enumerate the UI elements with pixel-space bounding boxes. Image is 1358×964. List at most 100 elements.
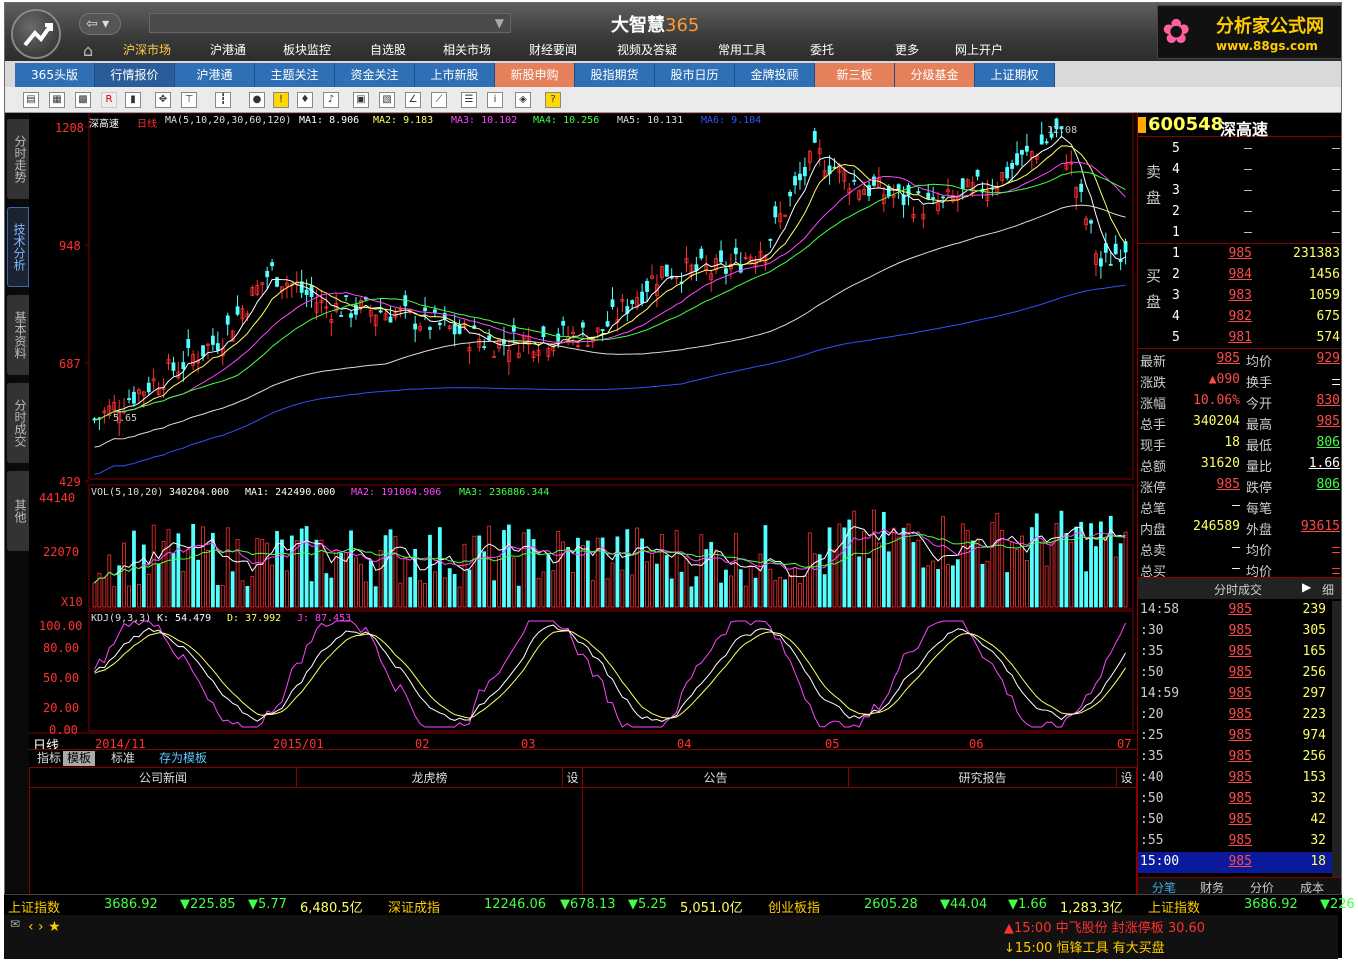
menu-more[interactable]: 更多 (895, 43, 920, 57)
tab-hgt[interactable]: 沪港通 (175, 63, 255, 87)
ticks-expand-icon[interactable]: ▶ (1302, 580, 1312, 594)
tab-price-dist[interactable]: 分价 (1249, 881, 1274, 895)
photo-icon[interactable]: ▧ (379, 92, 395, 108)
candle-body (793, 176, 797, 186)
kline-chart[interactable]: 深高速 日线 MA(5,10,20,30,60,120) MA1: 8.906 … (29, 113, 1137, 754)
app-logo-icon[interactable] (11, 9, 61, 59)
tab-save-template[interactable]: 存为模板 (159, 751, 208, 765)
stat-value: 93615 (1300, 519, 1340, 534)
ruler-icon[interactable]: ⊤ (181, 92, 197, 108)
menu-weituo[interactable]: 委托 (810, 43, 835, 57)
index-ticker[interactable]: 上证指数 3686.92 ▼225.85 ▼5.77 6,480.5亿 深证成指 12246… (4, 895, 1355, 916)
back-forward-buttons[interactable]: ⇦ ▾ (79, 13, 121, 35)
tab-ipo[interactable]: 新股申购 (495, 63, 575, 87)
dragon-tiger-header[interactable]: 龙虎榜 (296, 768, 562, 788)
vtab-technical[interactable]: 技术分析 (7, 207, 29, 287)
candle-body (778, 213, 783, 223)
candle-body (1059, 126, 1064, 130)
volume-bar (363, 581, 368, 608)
alert-2[interactable]: ↓15:00 恒锋工具 有大买盘 (1004, 941, 1165, 956)
volume-bar (186, 549, 191, 608)
volume-bar (783, 579, 788, 608)
switch-icon[interactable]: ● (249, 92, 265, 108)
indicator-tabs: 指标 模板 标准 存为模板 (29, 749, 1137, 766)
alert-1[interactable]: ▲15:00 中飞股份 封涨停板 30.60 (1004, 921, 1206, 936)
candle-body (664, 264, 669, 277)
date-tick-5: 04 (677, 737, 692, 751)
vtab-ticks[interactable]: 分时成交 (7, 383, 29, 463)
vtab-other[interactable]: 其他 (7, 471, 29, 551)
volume: 1059 (1308, 288, 1340, 303)
volume: 675 (1316, 309, 1340, 324)
candle-body (709, 273, 714, 280)
menu-kaihu[interactable]: 网上开户 (955, 43, 1004, 57)
settings-left-button[interactable]: 设 (562, 768, 582, 788)
candle-icon[interactable]: ▮ (125, 92, 141, 108)
volume-bar (630, 574, 635, 608)
tab-advisor[interactable]: 金牌投顾 (735, 63, 815, 87)
tab-newlist[interactable]: 上市新股 (415, 63, 495, 87)
tab-ticks[interactable]: 分笔 (1151, 881, 1176, 895)
vtab-intraday[interactable]: 分时走势 (7, 119, 29, 199)
address-combo[interactable]: ▼ (149, 13, 511, 33)
tab-finance[interactable]: 财务 (1199, 881, 1224, 895)
menu-xiangguan[interactable]: 相关市场 (443, 43, 492, 57)
research-header[interactable]: 研究报告 (848, 768, 1116, 788)
candle-body (398, 308, 403, 310)
menu-hugangtong[interactable]: 沪港通 (210, 43, 247, 57)
company-news-header[interactable]: 公司新闻 (30, 768, 296, 788)
tab-indicator[interactable]: 指标 (37, 751, 62, 765)
rsi-icon[interactable]: R (101, 92, 117, 108)
info-icon[interactable]: i (487, 92, 503, 108)
bell-icon[interactable]: ♪ (323, 92, 339, 108)
bar-icon[interactable]: ┇ (215, 92, 231, 108)
candle-body (655, 284, 659, 296)
move-icon[interactable]: ✥ (155, 92, 171, 108)
menu-zixuan[interactable]: 自选股 (370, 43, 407, 57)
tab-options[interactable]: 上证期权 (975, 63, 1055, 87)
tab-calendar[interactable]: 股市日历 (655, 63, 735, 87)
menu-video[interactable]: 视频及答疑 (617, 43, 678, 57)
brand-name: 分析家公式网 (1216, 16, 1324, 37)
announcement-header[interactable]: 公告 (582, 768, 848, 788)
mail-icon[interactable]: ✉ (10, 917, 21, 931)
tab-365[interactable]: 365头版 (15, 63, 95, 87)
tab-futures[interactable]: 股指期货 (575, 63, 655, 87)
compare-icon[interactable]: ♦ (297, 92, 313, 108)
tab-standard[interactable]: 标准 (111, 751, 136, 765)
tab-quotes[interactable]: 行情报价 (95, 63, 175, 87)
chart-canvas[interactable] (29, 113, 1137, 753)
tab-theme[interactable]: 主题关注 (255, 63, 335, 87)
ticks-detail-button[interactable]: 细 (1322, 583, 1335, 597)
grid-icon[interactable]: ▩ (75, 92, 91, 108)
tab-cost[interactable]: 成本 (1299, 881, 1324, 895)
draw-icon[interactable]: ∠ (405, 92, 421, 108)
volume-bar (669, 578, 674, 608)
tab-graded[interactable]: 分级基金 (895, 63, 975, 87)
tab-neeq[interactable]: 新三板 (815, 63, 895, 87)
chart-icon[interactable]: ▦ (49, 92, 65, 108)
nav-arrows-icon[interactable]: ‹ › ★ (28, 919, 61, 935)
menu-bankuai[interactable]: 板块监控 (283, 43, 332, 57)
picture-icon[interactable]: ▣ (353, 92, 369, 108)
open-icon[interactable]: ▤ (23, 92, 39, 108)
volume-bar (872, 509, 876, 608)
line-icon[interactable]: ⟋ (431, 92, 447, 108)
ticks-scrollbar[interactable] (1332, 601, 1341, 877)
menu-caijing[interactable]: 财经要闻 (529, 43, 578, 57)
table-icon[interactable]: ☰ (461, 92, 477, 108)
report-icon[interactable]: ◈ (515, 92, 531, 108)
warning-icon[interactable]: ! (273, 92, 289, 108)
vtab-fundamental[interactable]: 基本资料 (7, 295, 29, 375)
home-icon[interactable]: ⌂ (83, 41, 94, 60)
settings-right-button[interactable]: 设 (1116, 768, 1136, 788)
menu-tools[interactable]: 常用工具 (718, 43, 767, 57)
help-icon[interactable]: ? (545, 92, 561, 108)
tab-fund[interactable]: 资金关注 (335, 63, 415, 87)
volume-bar (694, 576, 699, 608)
tab-template[interactable]: 模板 (63, 751, 96, 766)
menu-hushen[interactable]: 沪深市场 (123, 43, 172, 57)
dropdown-arrow-icon[interactable]: ▼ (494, 16, 504, 30)
candle-body (349, 313, 353, 318)
tick-row: :25 985 974 (1138, 726, 1341, 747)
